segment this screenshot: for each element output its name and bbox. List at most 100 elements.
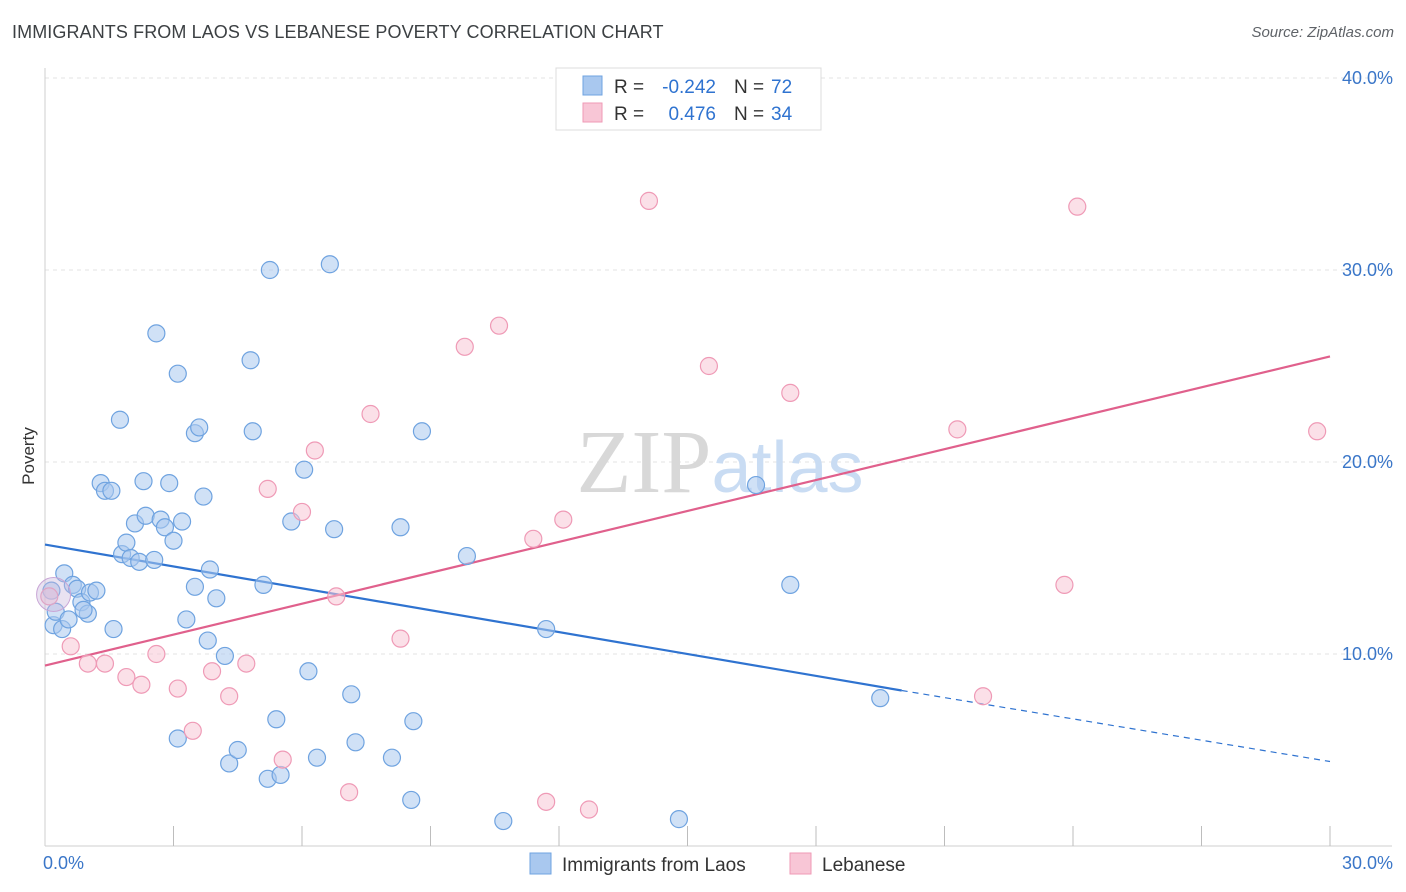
legend-r-label: R = xyxy=(614,104,644,125)
laos-point xyxy=(494,811,513,831)
laos-point xyxy=(254,575,273,594)
bottom-legend-swatch xyxy=(789,852,812,875)
data-points xyxy=(36,191,1327,831)
laos-point xyxy=(194,487,213,506)
lebanese-point xyxy=(361,404,380,424)
lebanese-point xyxy=(973,687,993,706)
legend-swatch xyxy=(582,102,603,123)
legend-n-label: N = xyxy=(734,104,764,125)
y-tick-label: 20.0% xyxy=(1342,452,1393,472)
laos-trend-line xyxy=(44,543,902,692)
lebanese-point xyxy=(61,637,80,656)
laos-point xyxy=(402,790,421,810)
laos-point xyxy=(172,512,192,531)
y-axis-label: Poverty xyxy=(19,427,38,485)
lebanese-point xyxy=(202,662,222,681)
laos-point xyxy=(190,418,209,437)
lebanese-point xyxy=(305,441,324,460)
bottom-legend-label: Immigrants from Laos xyxy=(562,855,746,876)
source-label: Source: ZipAtlas.com xyxy=(1251,24,1394,41)
laos-point xyxy=(241,351,260,370)
trend-lines xyxy=(44,355,1331,763)
laos-point xyxy=(228,740,247,760)
laos-point xyxy=(342,685,361,704)
laos-point xyxy=(134,472,153,491)
laos-point xyxy=(87,581,106,600)
lebanese-point xyxy=(340,783,359,802)
bottom-legend: Immigrants from Laos Lebanese xyxy=(529,852,905,876)
laos-point xyxy=(307,748,327,767)
laos-point xyxy=(215,646,234,666)
lebanese-point xyxy=(391,629,410,648)
lebanese-point xyxy=(183,721,202,740)
legend-n-value: 34 xyxy=(771,104,793,125)
laos-point xyxy=(145,550,164,570)
legend-r-value: -0.242 xyxy=(662,77,716,98)
laos-point xyxy=(104,619,123,639)
laos-point xyxy=(320,255,339,274)
lebanese-point xyxy=(524,529,543,548)
legend-swatch xyxy=(582,75,603,96)
y-tick-label: 10.0% xyxy=(1342,644,1393,664)
lebanese-point xyxy=(1308,422,1327,441)
laos-point xyxy=(130,552,149,571)
laos-point xyxy=(299,662,318,681)
laos-point xyxy=(669,810,689,829)
laos-point xyxy=(871,689,890,708)
lebanese-point xyxy=(78,654,97,673)
laos-point xyxy=(136,506,155,525)
lebanese-point xyxy=(237,654,256,673)
lebanese-point xyxy=(95,654,115,673)
laos-point xyxy=(271,765,290,785)
laos-point xyxy=(102,481,121,500)
y-tick-labels: 10.0% 20.0% 30.0% 40.0% xyxy=(1342,68,1393,664)
lebanese-point xyxy=(579,800,599,819)
lebanese-point xyxy=(327,587,346,606)
bottom-legend-swatch xyxy=(529,852,552,875)
lebanese-point xyxy=(292,502,312,522)
lebanese-trend-line xyxy=(44,355,1331,667)
lebanese-point xyxy=(781,383,800,402)
laos-point xyxy=(117,533,136,552)
lebanese-point xyxy=(40,587,59,606)
laos-point xyxy=(404,712,423,731)
laos-point xyxy=(74,600,93,619)
stats-legend: R = -0.242 N = 72 R = 0.476 N = 34 xyxy=(555,67,822,131)
laos-point xyxy=(198,631,217,650)
laos-point xyxy=(537,619,556,639)
laos-point xyxy=(295,460,314,479)
laos-point xyxy=(155,518,175,537)
lebanese-point xyxy=(273,750,292,769)
lebanese-point xyxy=(699,356,719,376)
laos-point xyxy=(177,610,196,629)
laos-point xyxy=(168,729,187,748)
laos-point xyxy=(781,575,800,594)
laos-trend-extension xyxy=(901,689,1331,763)
laos-point xyxy=(412,422,432,441)
axes xyxy=(44,68,1392,847)
y-tick-label: 40.0% xyxy=(1342,68,1393,88)
laos-point xyxy=(267,710,286,729)
laos-point xyxy=(391,518,410,537)
laos-point xyxy=(260,260,279,280)
laos-point xyxy=(746,475,766,495)
legend-r-value: 0.476 xyxy=(668,104,716,125)
laos-point xyxy=(185,577,205,596)
laos-point xyxy=(346,733,365,752)
x-tick-labels: 0.0% 30.0% xyxy=(43,853,1393,873)
laos-point xyxy=(457,546,477,566)
lebanese-point xyxy=(455,337,474,356)
lebanese-point xyxy=(147,644,166,664)
x-tick-label: 0.0% xyxy=(43,853,84,873)
laos-point xyxy=(59,610,78,629)
watermark: ZIPatlas xyxy=(576,413,863,512)
laos-point xyxy=(220,754,239,773)
chart-title: IMMIGRANTS FROM LAOS VS LEBANESE POVERTY… xyxy=(12,22,664,42)
lebanese-point xyxy=(639,191,659,210)
laos-point xyxy=(200,560,220,579)
laos-point xyxy=(207,589,226,608)
lebanese-point xyxy=(537,792,556,811)
laos-point xyxy=(110,410,130,429)
lebanese-point xyxy=(489,316,509,335)
